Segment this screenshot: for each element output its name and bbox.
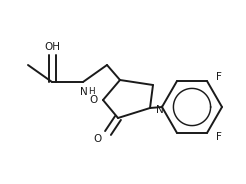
Text: OH: OH — [44, 42, 60, 52]
Text: N: N — [80, 87, 88, 97]
Text: N: N — [156, 105, 164, 115]
Text: O: O — [89, 95, 97, 105]
Text: F: F — [216, 72, 222, 82]
Text: H: H — [88, 88, 94, 96]
Text: O: O — [94, 134, 102, 144]
Text: F: F — [216, 132, 222, 142]
